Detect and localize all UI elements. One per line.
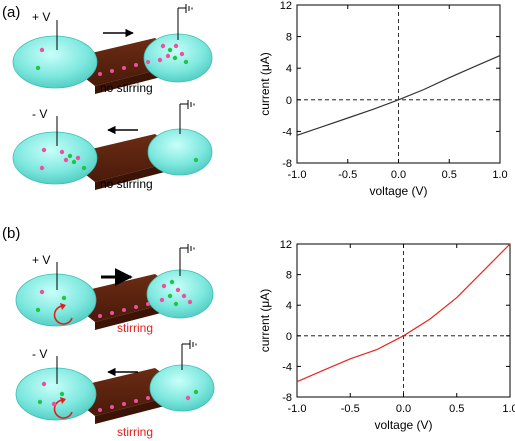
particles — [35, 43, 189, 76]
device-a-top: + V no stirring — [12, 4, 213, 95]
iv-chart-b: -1.0 -0.5 0.0 0.5 1.0 12 8 4 0 -4 -8 voltage (V) cur… — [258, 239, 515, 432]
y-axis-label: current (μA) — [258, 289, 272, 353]
particles — [39, 147, 199, 171]
panel-a: (a) + V no stirring — [2, 4, 213, 191]
panel-b: (b) + V stirring — [2, 225, 215, 439]
iv-chart-a: -1.0 -0.5 0.0 0.5 1.0 12 8 4 0 -4 -8 voltage (V) cur… — [258, 0, 508, 198]
series-line — [296, 243, 511, 383]
ground-icon — [180, 244, 195, 253]
right-droplet — [143, 33, 213, 83]
voltage-label: - V — [32, 107, 47, 121]
x-tick-label: -0.5 — [338, 169, 357, 181]
y-tick-label: 8 — [286, 270, 292, 282]
panel-label-b: (b) — [2, 225, 20, 242]
right-droplet — [146, 269, 214, 319]
y-tick-label: 4 — [286, 300, 292, 312]
left-droplet — [15, 273, 97, 327]
ground-icon — [182, 340, 197, 349]
x-tick-label: 0.5 — [449, 403, 464, 415]
x-tick-label: -0.5 — [341, 403, 360, 415]
x-tick-label: 0.0 — [396, 403, 411, 415]
particles — [37, 381, 199, 412]
y-tick-label: 12 — [280, 0, 292, 12]
y-tick-label: 0 — [286, 95, 292, 107]
voltage-label: - V — [32, 347, 47, 361]
x-axis-label: voltage (V) — [369, 184, 427, 198]
caption: no stirring — [100, 177, 153, 191]
y-tick-label: 0 — [286, 331, 292, 343]
y-tick-label: 12 — [280, 239, 292, 251]
y-axis-label: current (μA) — [258, 52, 272, 116]
stirring-icon — [53, 305, 73, 325]
left-droplet — [12, 35, 98, 89]
x-tick-label: 1.0 — [492, 169, 507, 181]
y-tick-label: 8 — [286, 32, 292, 44]
series-line — [296, 55, 501, 136]
x-tick-label: -1.0 — [288, 169, 307, 181]
stirring-icon — [53, 399, 73, 419]
x-tick-label: -1.0 — [288, 403, 307, 415]
left-droplet — [12, 131, 98, 185]
x-axis-label: voltage (V) — [374, 418, 432, 432]
x-tick-label: 1.0 — [502, 403, 515, 415]
y-tick-label: -8 — [282, 392, 292, 404]
caption: stirring — [117, 425, 153, 439]
x-tick-label: 0.0 — [391, 169, 406, 181]
caption: no stirring — [100, 81, 153, 95]
y-tick-label: -4 — [282, 361, 292, 373]
ground-icon — [178, 4, 193, 13]
y-tick-label: -4 — [282, 126, 292, 138]
y-tick-label: 4 — [286, 63, 292, 75]
device-a-bottom: - V no stirring — [12, 100, 213, 191]
right-droplet — [149, 364, 215, 412]
voltage-label: + V — [32, 10, 50, 24]
device-b-top: + V stirring — [15, 244, 214, 335]
ground-icon — [180, 100, 195, 109]
x-tick-label: 0.5 — [442, 169, 457, 181]
right-droplet — [147, 128, 213, 176]
particles — [35, 279, 193, 318]
device-b-bottom: - V stirring — [15, 340, 215, 439]
y-tick-label: -8 — [282, 158, 292, 170]
panel-label-a: (a) — [2, 4, 20, 21]
caption: stirring — [117, 321, 153, 335]
voltage-label: + V — [32, 253, 50, 267]
left-droplet — [15, 367, 97, 421]
